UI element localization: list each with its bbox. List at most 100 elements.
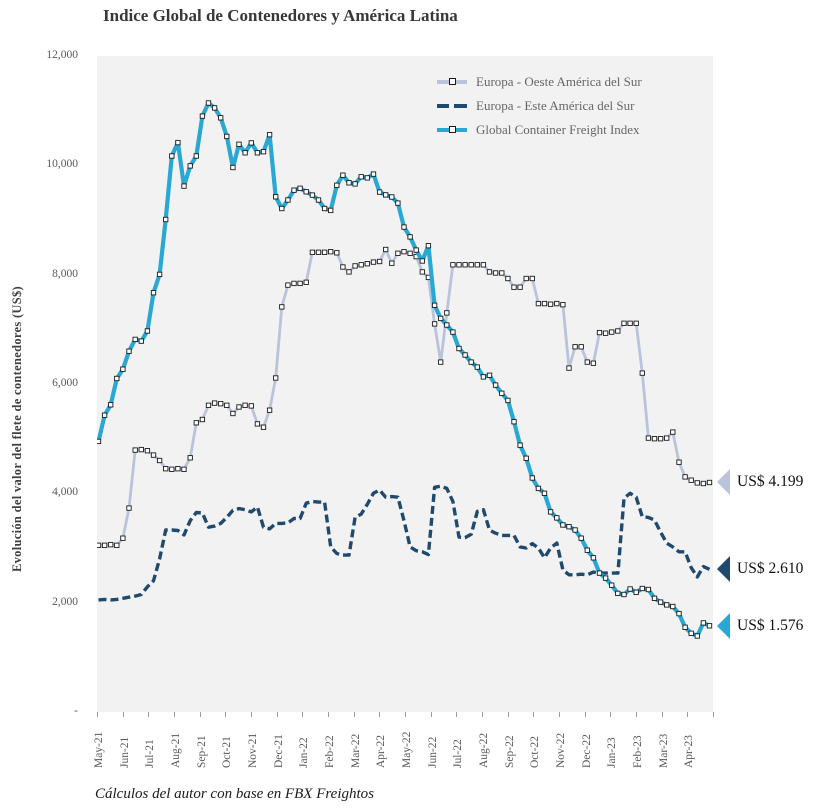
data-point-marker xyxy=(499,390,505,396)
data-point-marker xyxy=(236,141,242,147)
x-tick-mark xyxy=(379,712,381,717)
data-point-marker xyxy=(578,535,584,541)
data-point-marker xyxy=(395,200,401,206)
data-point-marker xyxy=(150,290,157,296)
data-point-marker xyxy=(315,197,322,203)
data-point-marker xyxy=(444,310,450,316)
end-annotation: US$ 1.576 xyxy=(717,612,803,639)
data-point-marker xyxy=(211,400,218,406)
data-point-marker xyxy=(199,113,206,119)
data-point-marker xyxy=(474,364,480,370)
data-point-marker xyxy=(407,250,413,256)
data-point-marker xyxy=(297,280,303,287)
data-point-marker xyxy=(682,624,688,630)
series-line-0 xyxy=(98,248,710,547)
end-annotation: US$ 2.610 xyxy=(717,556,803,583)
data-point-marker xyxy=(688,477,694,483)
y-tick-label: 12,000 xyxy=(46,49,78,61)
data-point-marker xyxy=(664,435,670,441)
data-point-marker xyxy=(285,197,291,203)
x-tick-mark xyxy=(456,712,458,717)
source-note: Cálculos del autor con base en FBX Freig… xyxy=(95,786,374,802)
data-point-marker xyxy=(309,192,316,198)
data-point-marker xyxy=(346,269,352,275)
data-point-marker xyxy=(596,570,603,576)
data-point-marker xyxy=(218,115,224,121)
data-point-marker xyxy=(101,412,108,418)
x-tick-label: Apr-22 xyxy=(375,735,388,768)
data-point-marker xyxy=(450,262,456,268)
data-point-marker xyxy=(303,279,309,285)
data-point-marker xyxy=(615,328,621,334)
data-point-marker xyxy=(505,275,511,282)
data-point-marker xyxy=(706,623,713,629)
data-point-marker xyxy=(181,183,187,189)
series-line-1 xyxy=(98,484,711,602)
x-tick-mark xyxy=(610,712,612,717)
data-point-marker xyxy=(554,515,560,521)
data-point-marker xyxy=(639,585,645,592)
data-point-marker xyxy=(97,542,102,548)
data-point-marker xyxy=(260,149,267,155)
data-point-marker xyxy=(144,328,151,334)
data-point-marker xyxy=(645,435,652,441)
x-tick-label: Feb-23 xyxy=(632,735,644,768)
data-point-marker xyxy=(358,262,364,268)
x-tick-mark xyxy=(405,712,406,717)
x-tick-label: Jan-23 xyxy=(606,737,619,768)
data-point-marker xyxy=(334,182,340,188)
x-tick-mark xyxy=(636,712,637,717)
data-point-marker xyxy=(535,485,542,492)
data-point-marker xyxy=(346,180,352,186)
data-point-marker xyxy=(242,150,248,156)
data-point-marker xyxy=(108,542,114,548)
data-point-marker xyxy=(529,275,535,282)
data-point-marker xyxy=(511,419,517,425)
data-point-marker xyxy=(657,436,664,442)
x-tick-label: Jul-21 xyxy=(144,739,157,768)
data-point-marker xyxy=(529,475,535,481)
data-point-marker xyxy=(321,205,328,212)
data-point-marker xyxy=(609,329,615,335)
data-point-marker xyxy=(602,575,609,581)
data-point-marker xyxy=(101,542,108,548)
data-point-marker xyxy=(236,404,242,410)
data-point-marker xyxy=(627,320,633,326)
data-point-marker xyxy=(651,595,658,601)
data-point-marker xyxy=(230,410,236,417)
end-annotation-value: US$ 4.199 xyxy=(737,473,804,491)
x-tick-mark xyxy=(661,712,663,717)
x-tick-label: Aug-21 xyxy=(170,732,182,768)
data-point-marker xyxy=(621,320,627,326)
data-point-marker xyxy=(291,187,297,193)
data-point-marker xyxy=(664,602,670,608)
data-point-marker xyxy=(462,352,468,358)
data-point-marker xyxy=(205,100,212,106)
data-point-marker xyxy=(431,321,438,327)
x-tick-label: Feb-22 xyxy=(324,735,336,768)
x-tick-label: Oct-21 xyxy=(221,736,234,768)
data-point-marker xyxy=(114,375,120,382)
data-point-marker xyxy=(401,249,407,255)
data-point-marker xyxy=(266,132,273,138)
data-point-marker xyxy=(547,509,554,515)
data-point-marker xyxy=(175,139,181,146)
x-tick-mark xyxy=(97,712,98,717)
data-point-marker xyxy=(254,150,261,156)
legend-item-oeste: Europa - Oeste América del Sur xyxy=(437,70,642,94)
data-point-marker xyxy=(389,194,395,200)
x-tick-mark xyxy=(584,712,586,717)
data-point-marker xyxy=(572,527,578,533)
y-tick-label: 2,000 xyxy=(52,595,78,608)
x-tick-mark xyxy=(122,712,124,717)
data-point-marker xyxy=(340,264,346,270)
data-point-marker xyxy=(138,338,144,344)
data-point-marker xyxy=(163,466,169,472)
x-tick-mark xyxy=(174,712,175,717)
legend-label-este: Europa - Este América del Sur xyxy=(476,98,635,113)
x-tick-mark xyxy=(482,712,483,717)
x-tick-label: Mar-22 xyxy=(349,733,362,768)
x-tick-mark xyxy=(199,712,201,717)
data-point-marker xyxy=(554,300,560,307)
data-point-marker xyxy=(175,466,181,472)
